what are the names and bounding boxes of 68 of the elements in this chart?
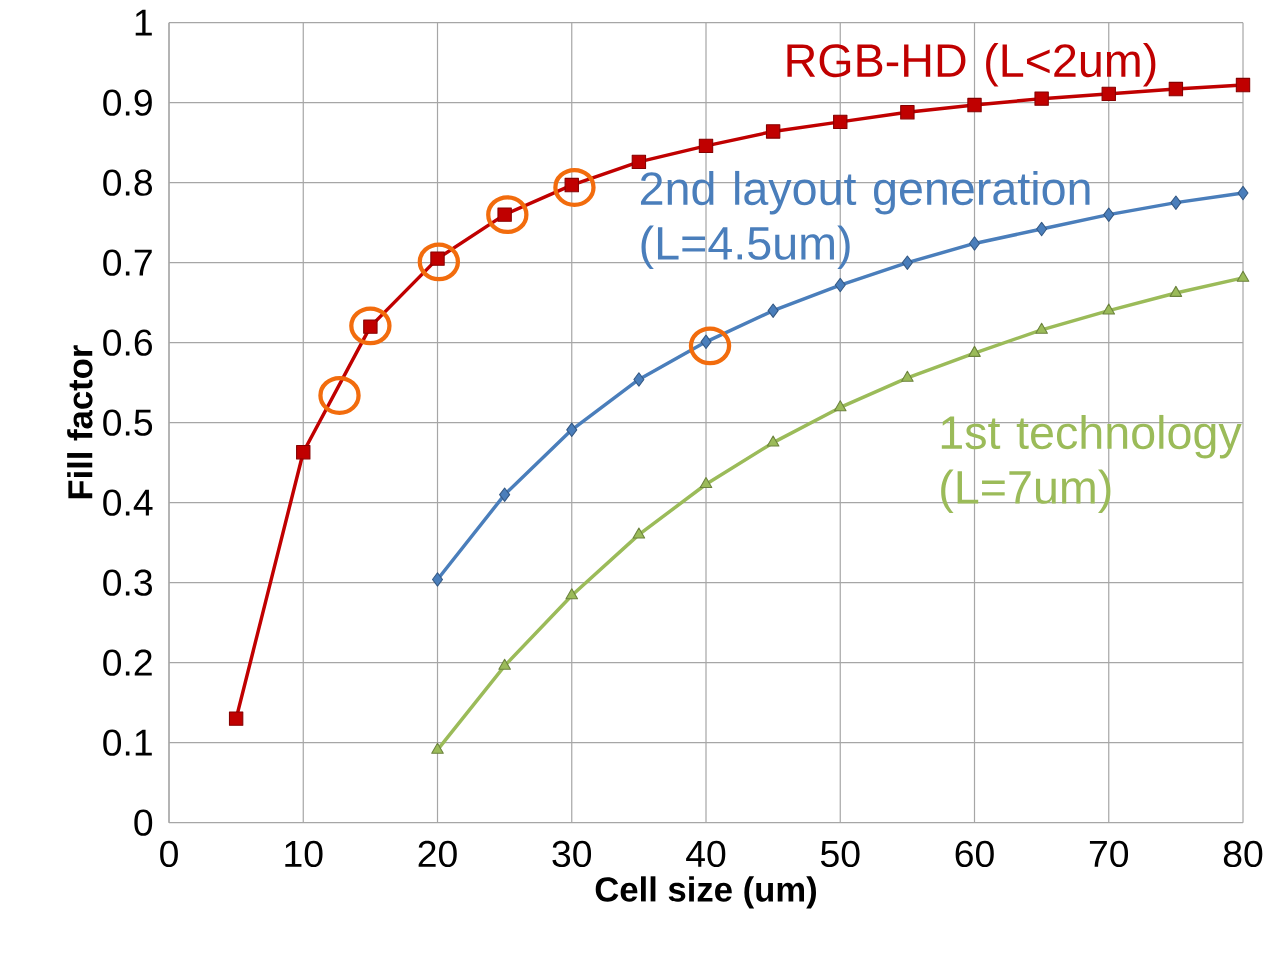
point (498, 658, 511, 670)
point (318, 376, 361, 416)
point (1169, 286, 1183, 298)
series-label: 1st technology (L=7um) (941, 415, 1242, 514)
y-tick-label: 0.7 (103, 249, 152, 277)
point (967, 98, 982, 113)
x-tick-label: 40 (686, 840, 726, 868)
point (417, 242, 461, 282)
point (296, 445, 311, 460)
x-tick-label: 60 (955, 840, 994, 868)
point (1103, 207, 1115, 223)
point (968, 236, 981, 251)
point (566, 422, 578, 438)
point (699, 477, 713, 489)
point (1035, 322, 1048, 334)
point (631, 154, 647, 170)
y-tick-label: 0.5 (103, 409, 153, 437)
series-label: RGB-HD (L<2um) (787, 43, 1156, 87)
point (1034, 91, 1049, 107)
point (499, 487, 511, 503)
point (901, 255, 913, 271)
point (968, 346, 981, 358)
y-tick-label: 0 (134, 809, 153, 837)
point (1237, 186, 1249, 201)
point (1102, 303, 1116, 315)
point (431, 742, 444, 754)
point (632, 527, 646, 539)
y-tick-label: 0.8 (103, 169, 152, 197)
point (1235, 78, 1251, 93)
y-tick-label: 0.3 (103, 569, 152, 597)
point (901, 370, 914, 382)
point (228, 711, 244, 727)
y-tick-label: 0.9 (103, 89, 152, 117)
x-tick-label: 10 (285, 840, 323, 868)
point (431, 572, 444, 587)
point (834, 278, 846, 293)
y-tick-label: 0.4 (103, 489, 153, 517)
y-axis-title: Fill factor (67, 345, 93, 499)
point (833, 114, 848, 130)
point (633, 372, 645, 387)
x-tick-label: 50 (820, 840, 860, 868)
x-tick-label: 0 (160, 840, 178, 868)
point (1170, 195, 1182, 211)
point (486, 195, 529, 235)
y-tick-label: 0.1 (103, 729, 152, 757)
point (1101, 86, 1116, 102)
point (900, 105, 915, 120)
series-label: 2nd layout generation (L=4.5um) (640, 171, 1090, 270)
point (765, 124, 781, 139)
x-tick-label: 70 (1089, 840, 1129, 868)
x-tick-label: 80 (1223, 840, 1263, 868)
y-tick-label: 1 (135, 9, 152, 36)
point (553, 168, 596, 208)
point (833, 400, 847, 412)
y-tick-label: 0.6 (103, 329, 152, 357)
point (766, 435, 780, 447)
y-tick-label: 0.2 (103, 649, 152, 677)
x-tick-label: 20 (418, 840, 457, 868)
point (565, 588, 579, 600)
x-tick-label: 30 (552, 840, 592, 868)
point (1168, 82, 1184, 97)
point (767, 303, 779, 319)
x-axis-title: Cell size (um) (595, 876, 816, 909)
point (1036, 222, 1048, 237)
point (1236, 270, 1250, 282)
point (349, 306, 392, 346)
point (698, 138, 714, 154)
point (688, 326, 732, 366)
